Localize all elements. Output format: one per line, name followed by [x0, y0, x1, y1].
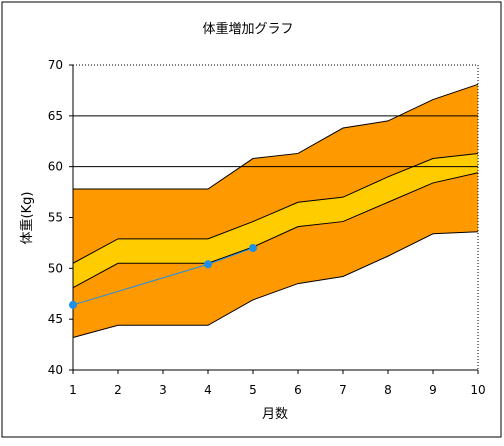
y-tick-label-40: 40	[48, 363, 63, 377]
x-tick-label-3: 3	[159, 383, 167, 397]
y-tick-label-65: 65	[48, 109, 63, 123]
x-tick-label-1: 1	[69, 383, 77, 397]
y-tick-label-60: 60	[48, 160, 63, 174]
y-tick-label-70: 70	[48, 58, 63, 72]
measured-point-3	[249, 244, 257, 252]
y-tick-label-55: 55	[48, 211, 63, 225]
x-tick-label-2: 2	[114, 383, 122, 397]
x-tick-label-4: 4	[204, 383, 212, 397]
x-tick-label-5: 5	[249, 383, 257, 397]
y-tick-label-50: 50	[48, 261, 63, 275]
x-tick-label-10: 10	[470, 383, 485, 397]
band-inner-lower-line	[72, 172, 479, 289]
band-outer-upper-line	[73, 83, 479, 190]
x-tick-label-7: 7	[339, 383, 347, 397]
y-tick-label-45: 45	[48, 312, 63, 326]
x-tick-label-8: 8	[384, 383, 392, 397]
x-axis-title: 月数	[262, 407, 288, 422]
chart-title: 体重増加グラフ	[202, 21, 293, 37]
measured-point-1	[69, 300, 77, 309]
measured-point-2	[204, 260, 212, 269]
band-outer-lower-line	[72, 231, 479, 338]
band-inner	[73, 153, 478, 288]
x-tick-label-6: 6	[294, 383, 302, 397]
band-inner-upper-line	[72, 152, 479, 264]
x-tick-label-9: 9	[429, 383, 437, 397]
y-axis-title: 体重(Kg)	[19, 192, 35, 245]
